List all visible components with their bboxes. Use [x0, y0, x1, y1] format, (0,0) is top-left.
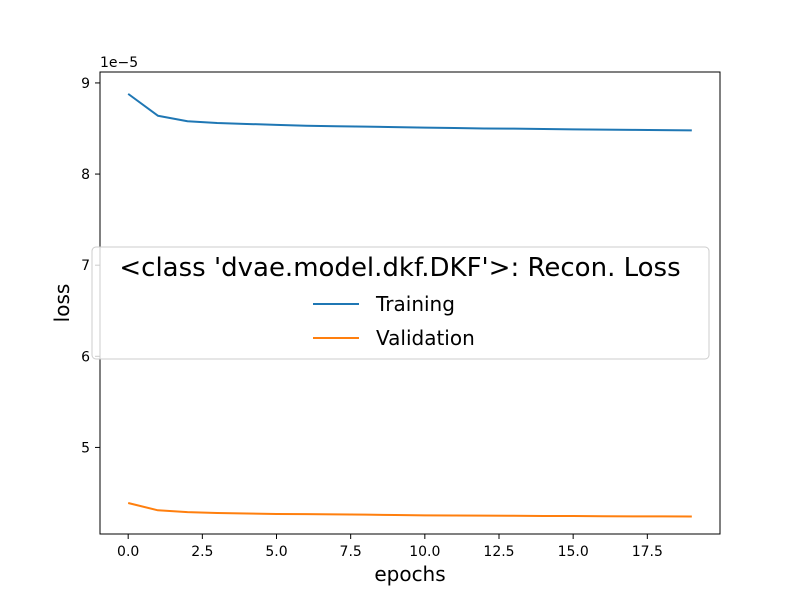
x-axis-ticks: 0.0 2.5 5.0 7.5 10.0 12.5 15.0 17.5 [117, 534, 663, 560]
legend: <class 'dvae.model.dkf.DKF'>: Recon. Los… [91, 246, 710, 360]
legend-label-training: Training [375, 292, 455, 316]
x-tick-label: 0.0 [117, 544, 139, 560]
x-tick-label: 7.5 [340, 544, 362, 560]
series-line-training [127, 93, 692, 132]
series-lines [127, 93, 692, 518]
series-line-validation [127, 502, 692, 518]
y-tick-label: 7 [81, 258, 90, 274]
x-tick-label: 2.5 [191, 544, 213, 560]
x-tick-label: 17.5 [632, 544, 663, 560]
legend-label-validation: Validation [376, 326, 475, 350]
y-tick-label: 5 [81, 440, 90, 456]
x-tick-label: 5.0 [265, 544, 287, 560]
x-tick-label: 15.0 [558, 544, 589, 560]
y-axis-label: loss [50, 284, 74, 323]
x-tick-label: 10.0 [409, 544, 440, 560]
x-axis-label: epochs [374, 562, 445, 586]
x-tick-label: 12.5 [483, 544, 514, 560]
legend-title: <class 'dvae.model.dkf.DKF'>: Recon. Los… [119, 253, 680, 283]
y-tick-label: 8 [81, 167, 90, 183]
y-tick-label: 9 [81, 76, 90, 92]
y-tick-label: 6 [81, 349, 90, 365]
legend-box [91, 246, 710, 360]
y-offset-label: 1e−5 [100, 55, 138, 71]
